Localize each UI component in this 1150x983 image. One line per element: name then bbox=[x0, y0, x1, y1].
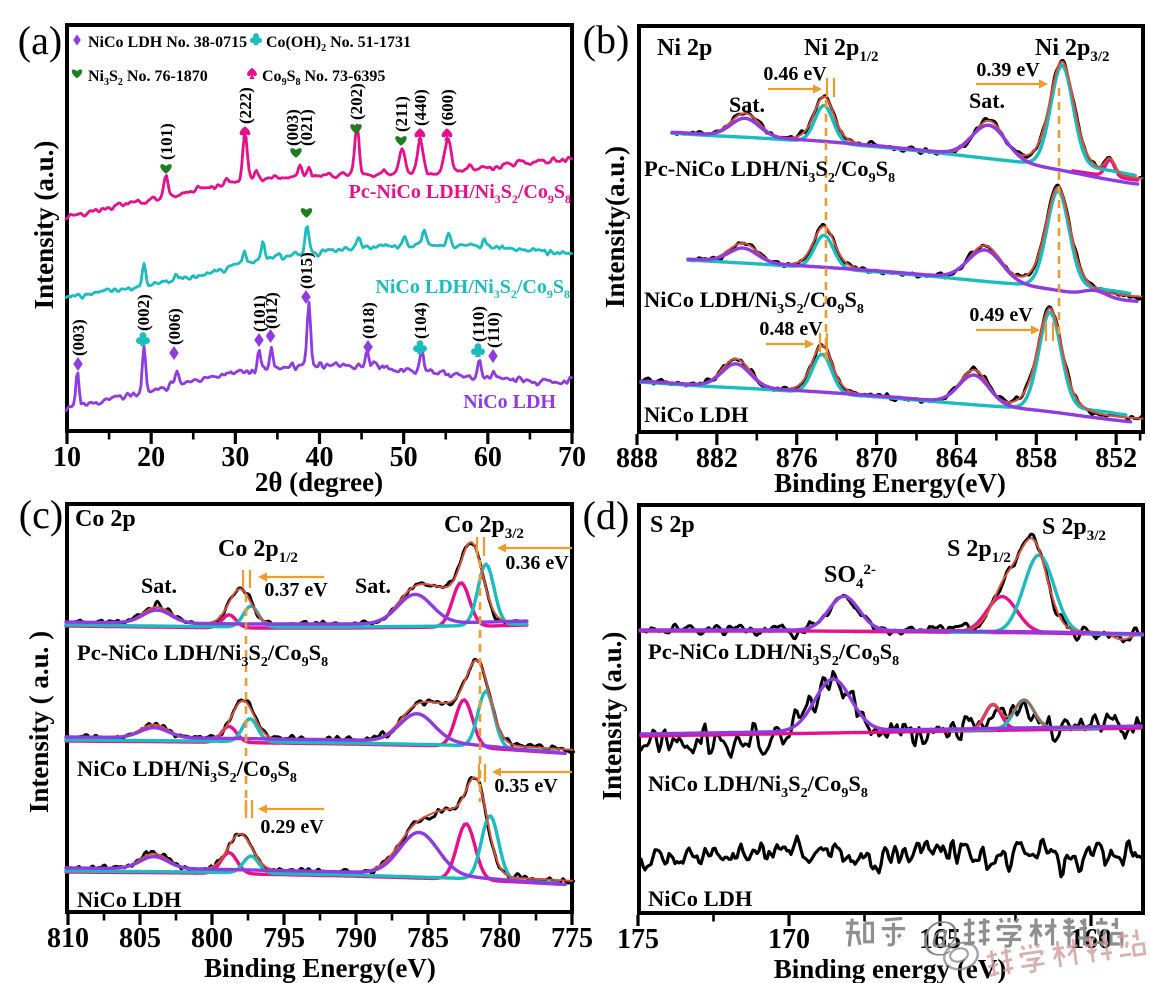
svg-text:858: 858 bbox=[1015, 443, 1057, 474]
svg-text:852: 852 bbox=[1095, 443, 1137, 474]
svg-text:(021): (021) bbox=[297, 109, 316, 146]
svg-text:60: 60 bbox=[474, 442, 502, 473]
svg-text:NiCo LDH: NiCo LDH bbox=[644, 402, 749, 427]
svg-text:Intensity ( a.u. ): Intensity ( a.u. ) bbox=[24, 631, 54, 813]
svg-text:Co(OH)2 No. 51-1731: Co(OH)2 No. 51-1731 bbox=[266, 34, 411, 54]
svg-text:Pc-NiCo LDH/Ni3S2/Co9S8: Pc-NiCo LDH/Ni3S2/Co9S8 bbox=[644, 156, 895, 186]
svg-text:(012): (012) bbox=[262, 292, 281, 329]
svg-text:NiCo LDH: NiCo LDH bbox=[648, 886, 753, 911]
svg-text:NiCo LDH/Ni3S2/Co9S8: NiCo LDH/Ni3S2/Co9S8 bbox=[644, 287, 864, 317]
svg-text:NiCo LDH/Ni3S2/Co9S8: NiCo LDH/Ni3S2/Co9S8 bbox=[375, 276, 570, 301]
svg-text:Binding Energy(eV): Binding Energy(eV) bbox=[774, 468, 1006, 498]
svg-text:Binding Energy(eV): Binding Energy(eV) bbox=[204, 953, 436, 983]
svg-text:10: 10 bbox=[53, 442, 81, 473]
svg-text:(222): (222) bbox=[236, 87, 255, 124]
svg-text:0.48 eV: 0.48 eV bbox=[759, 318, 823, 340]
svg-text:790: 790 bbox=[335, 923, 377, 954]
svg-text:2θ (degree): 2θ (degree) bbox=[255, 467, 383, 497]
svg-text:Co 2p1/2: Co 2p1/2 bbox=[218, 536, 298, 566]
svg-text:Ni 2p: Ni 2p bbox=[657, 35, 712, 61]
svg-text:Ni 2p1/2: Ni 2p1/2 bbox=[804, 35, 879, 65]
svg-text:0.49 eV: 0.49 eV bbox=[969, 304, 1033, 326]
svg-text:30: 30 bbox=[221, 442, 249, 473]
svg-text:Sat.: Sat. bbox=[141, 573, 177, 598]
svg-text:Ni 2p3/2: Ni 2p3/2 bbox=[1035, 35, 1110, 65]
svg-text:0.46 eV: 0.46 eV bbox=[763, 63, 827, 85]
svg-text:Pc-NiCo LDH/Ni3S2/Co9S8: Pc-NiCo LDH/Ni3S2/Co9S8 bbox=[77, 640, 328, 670]
svg-text:Sat.: Sat. bbox=[729, 92, 765, 117]
svg-text:S 2p3/2: S 2p3/2 bbox=[1042, 514, 1106, 544]
svg-text:(015): (015) bbox=[297, 252, 316, 289]
svg-text:Co 2p3/2: Co 2p3/2 bbox=[444, 512, 524, 542]
svg-text:780: 780 bbox=[479, 923, 521, 954]
svg-text:Binding energy (eV): Binding energy (eV) bbox=[774, 954, 1007, 983]
svg-text:0.39 eV: 0.39 eV bbox=[976, 59, 1040, 81]
svg-text:805: 805 bbox=[119, 923, 161, 954]
svg-text:882: 882 bbox=[696, 443, 738, 474]
svg-text:(211): (211) bbox=[392, 96, 411, 132]
svg-text:Ni3S2 No. 76-1870: Ni3S2 No. 76-1870 bbox=[88, 68, 208, 88]
svg-text:(c): (c) bbox=[19, 492, 63, 537]
svg-text:S 2p: S 2p bbox=[650, 512, 695, 538]
svg-text:(600): (600) bbox=[438, 89, 457, 126]
svg-text:(003): (003) bbox=[69, 319, 88, 356]
svg-text:175: 175 bbox=[617, 924, 659, 955]
svg-text:876: 876 bbox=[776, 443, 818, 474]
svg-text:50: 50 bbox=[390, 442, 418, 473]
svg-text:(006): (006) bbox=[165, 308, 184, 345]
svg-text:785: 785 bbox=[407, 923, 449, 954]
svg-text:0.36 eV: 0.36 eV bbox=[505, 552, 569, 574]
svg-text:(003): (003) bbox=[283, 109, 302, 146]
svg-text:(a): (a) bbox=[18, 18, 62, 63]
svg-text:Intensity (a.u.): Intensity (a.u.) bbox=[29, 141, 59, 310]
svg-text:NiCo LDH/Ni3S2/Co9S8: NiCo LDH/Ni3S2/Co9S8 bbox=[77, 756, 297, 786]
svg-text:S 2p1/2: S 2p1/2 bbox=[947, 536, 1011, 566]
svg-text:40: 40 bbox=[306, 442, 334, 473]
svg-text:(110): (110) bbox=[469, 306, 488, 342]
svg-text:(104): (104) bbox=[411, 302, 430, 339]
svg-text:795: 795 bbox=[263, 923, 305, 954]
svg-text:810: 810 bbox=[47, 923, 89, 954]
svg-text:(110): (110) bbox=[484, 312, 503, 348]
svg-text:Intensity(a.u.): Intensity(a.u.) bbox=[600, 146, 630, 308]
svg-text:Sat.: Sat. bbox=[969, 88, 1005, 113]
svg-text:0.37 eV: 0.37 eV bbox=[264, 579, 328, 601]
svg-text:(018): (018) bbox=[359, 302, 378, 339]
svg-text:NiCo LDH/Ni3S2/Co9S8: NiCo LDH/Ni3S2/Co9S8 bbox=[648, 771, 868, 801]
svg-text:(d): (d) bbox=[583, 493, 630, 538]
svg-text:Pc-NiCo LDH/Ni3S2/Co9S8: Pc-NiCo LDH/Ni3S2/Co9S8 bbox=[648, 639, 899, 669]
svg-text:888: 888 bbox=[616, 443, 658, 474]
svg-text:800: 800 bbox=[191, 923, 233, 954]
svg-text:775: 775 bbox=[551, 923, 593, 954]
svg-text:NiCo LDH: NiCo LDH bbox=[77, 887, 182, 912]
svg-text:Intensity (a.u.): Intensity (a.u.) bbox=[597, 632, 627, 801]
svg-text:870: 870 bbox=[856, 443, 898, 474]
svg-text:NiCo LDH No. 38-0715: NiCo LDH No. 38-0715 bbox=[88, 34, 247, 51]
svg-text:70: 70 bbox=[558, 442, 586, 473]
svg-text:Sat.: Sat. bbox=[355, 573, 391, 598]
svg-text:(b): (b) bbox=[583, 17, 630, 62]
svg-text:(101): (101) bbox=[250, 295, 269, 332]
svg-text:(101): (101) bbox=[157, 123, 176, 160]
svg-text:Co9S8 No. 73-6395: Co9S8 No. 73-6395 bbox=[262, 68, 385, 88]
svg-text:Co 2p: Co 2p bbox=[75, 506, 136, 532]
svg-text:20: 20 bbox=[137, 442, 165, 473]
svg-text:(002): (002) bbox=[134, 294, 153, 331]
svg-text:SO42-: SO42- bbox=[824, 562, 876, 592]
svg-text:0.29 eV: 0.29 eV bbox=[260, 816, 324, 838]
svg-text:(202): (202) bbox=[347, 83, 366, 120]
svg-text:NiCo LDH: NiCo LDH bbox=[463, 391, 556, 413]
svg-text:@: @ bbox=[922, 912, 959, 957]
svg-text:170: 170 bbox=[768, 924, 810, 955]
svg-text:Pc-NiCo LDH/Ni3S2/Co9S8: Pc-NiCo LDH/Ni3S2/Co9S8 bbox=[349, 181, 571, 206]
svg-text:864: 864 bbox=[935, 443, 977, 474]
svg-text:(440): (440) bbox=[411, 89, 430, 126]
svg-text:0.35 eV: 0.35 eV bbox=[494, 775, 558, 797]
